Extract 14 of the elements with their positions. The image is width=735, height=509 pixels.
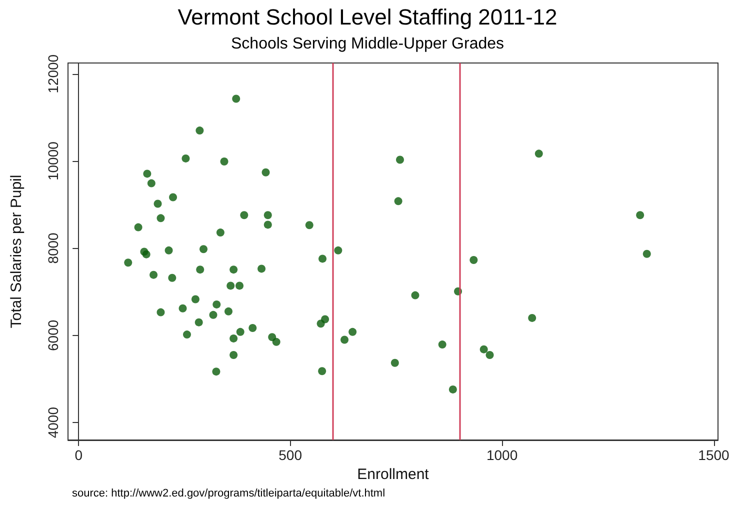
y-tick-label: 4000 [45, 406, 61, 438]
x-tick-label: 0 [74, 447, 83, 463]
y-tick-label: 6000 [45, 320, 61, 351]
x-tick-label: 1000 [486, 447, 518, 463]
chart-title: Vermont School Level Staffing 2011-12 [178, 4, 558, 30]
x-tick-label: 1500 [698, 447, 730, 463]
x-axis-title: Enrollment [357, 466, 430, 483]
source-note: source: http://www2.ed.gov/programs/titleiparta/equitable/vt.html [72, 488, 386, 500]
y-tick-label: 8000 [45, 232, 61, 264]
y-tick-label: 12000 [45, 54, 61, 94]
x-tick-label: 500 [278, 447, 302, 463]
y-tick-label: 10000 [45, 141, 61, 181]
y-axis-title: Total Salaries per Pupil [8, 174, 25, 328]
chart-subtitle: Schools Serving Middle-Upper Grades [230, 36, 504, 52]
